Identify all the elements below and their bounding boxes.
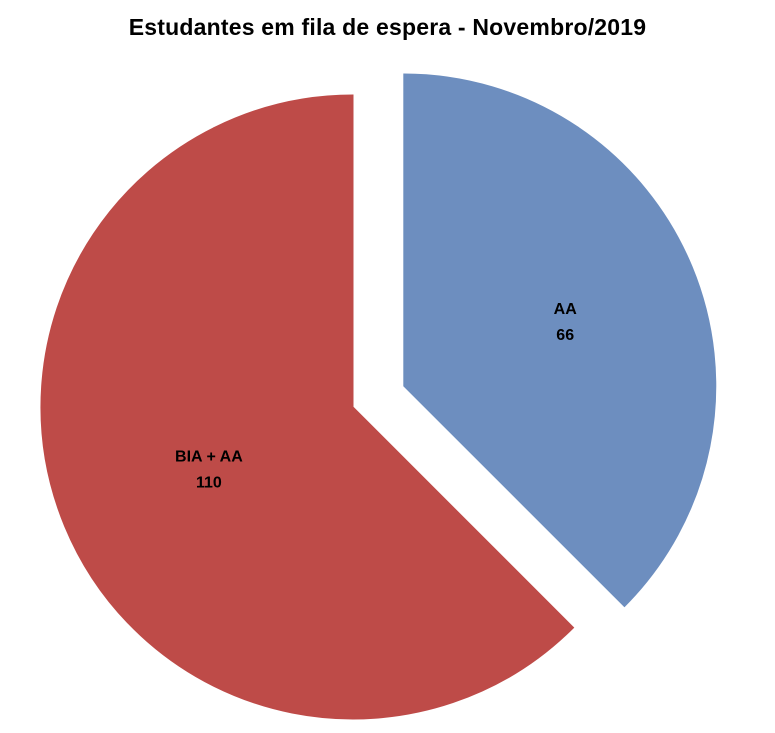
pie-slice-label-bia-aa: BIA + AA 110 [175,449,243,492]
pie-slice-bia-aa [40,94,575,720]
chart-title: Estudantes em fila de espera - Novembro/… [128,14,647,40]
pie-slice-label-aa: AA 66 [554,301,578,344]
pie-slice-aa [403,73,717,608]
